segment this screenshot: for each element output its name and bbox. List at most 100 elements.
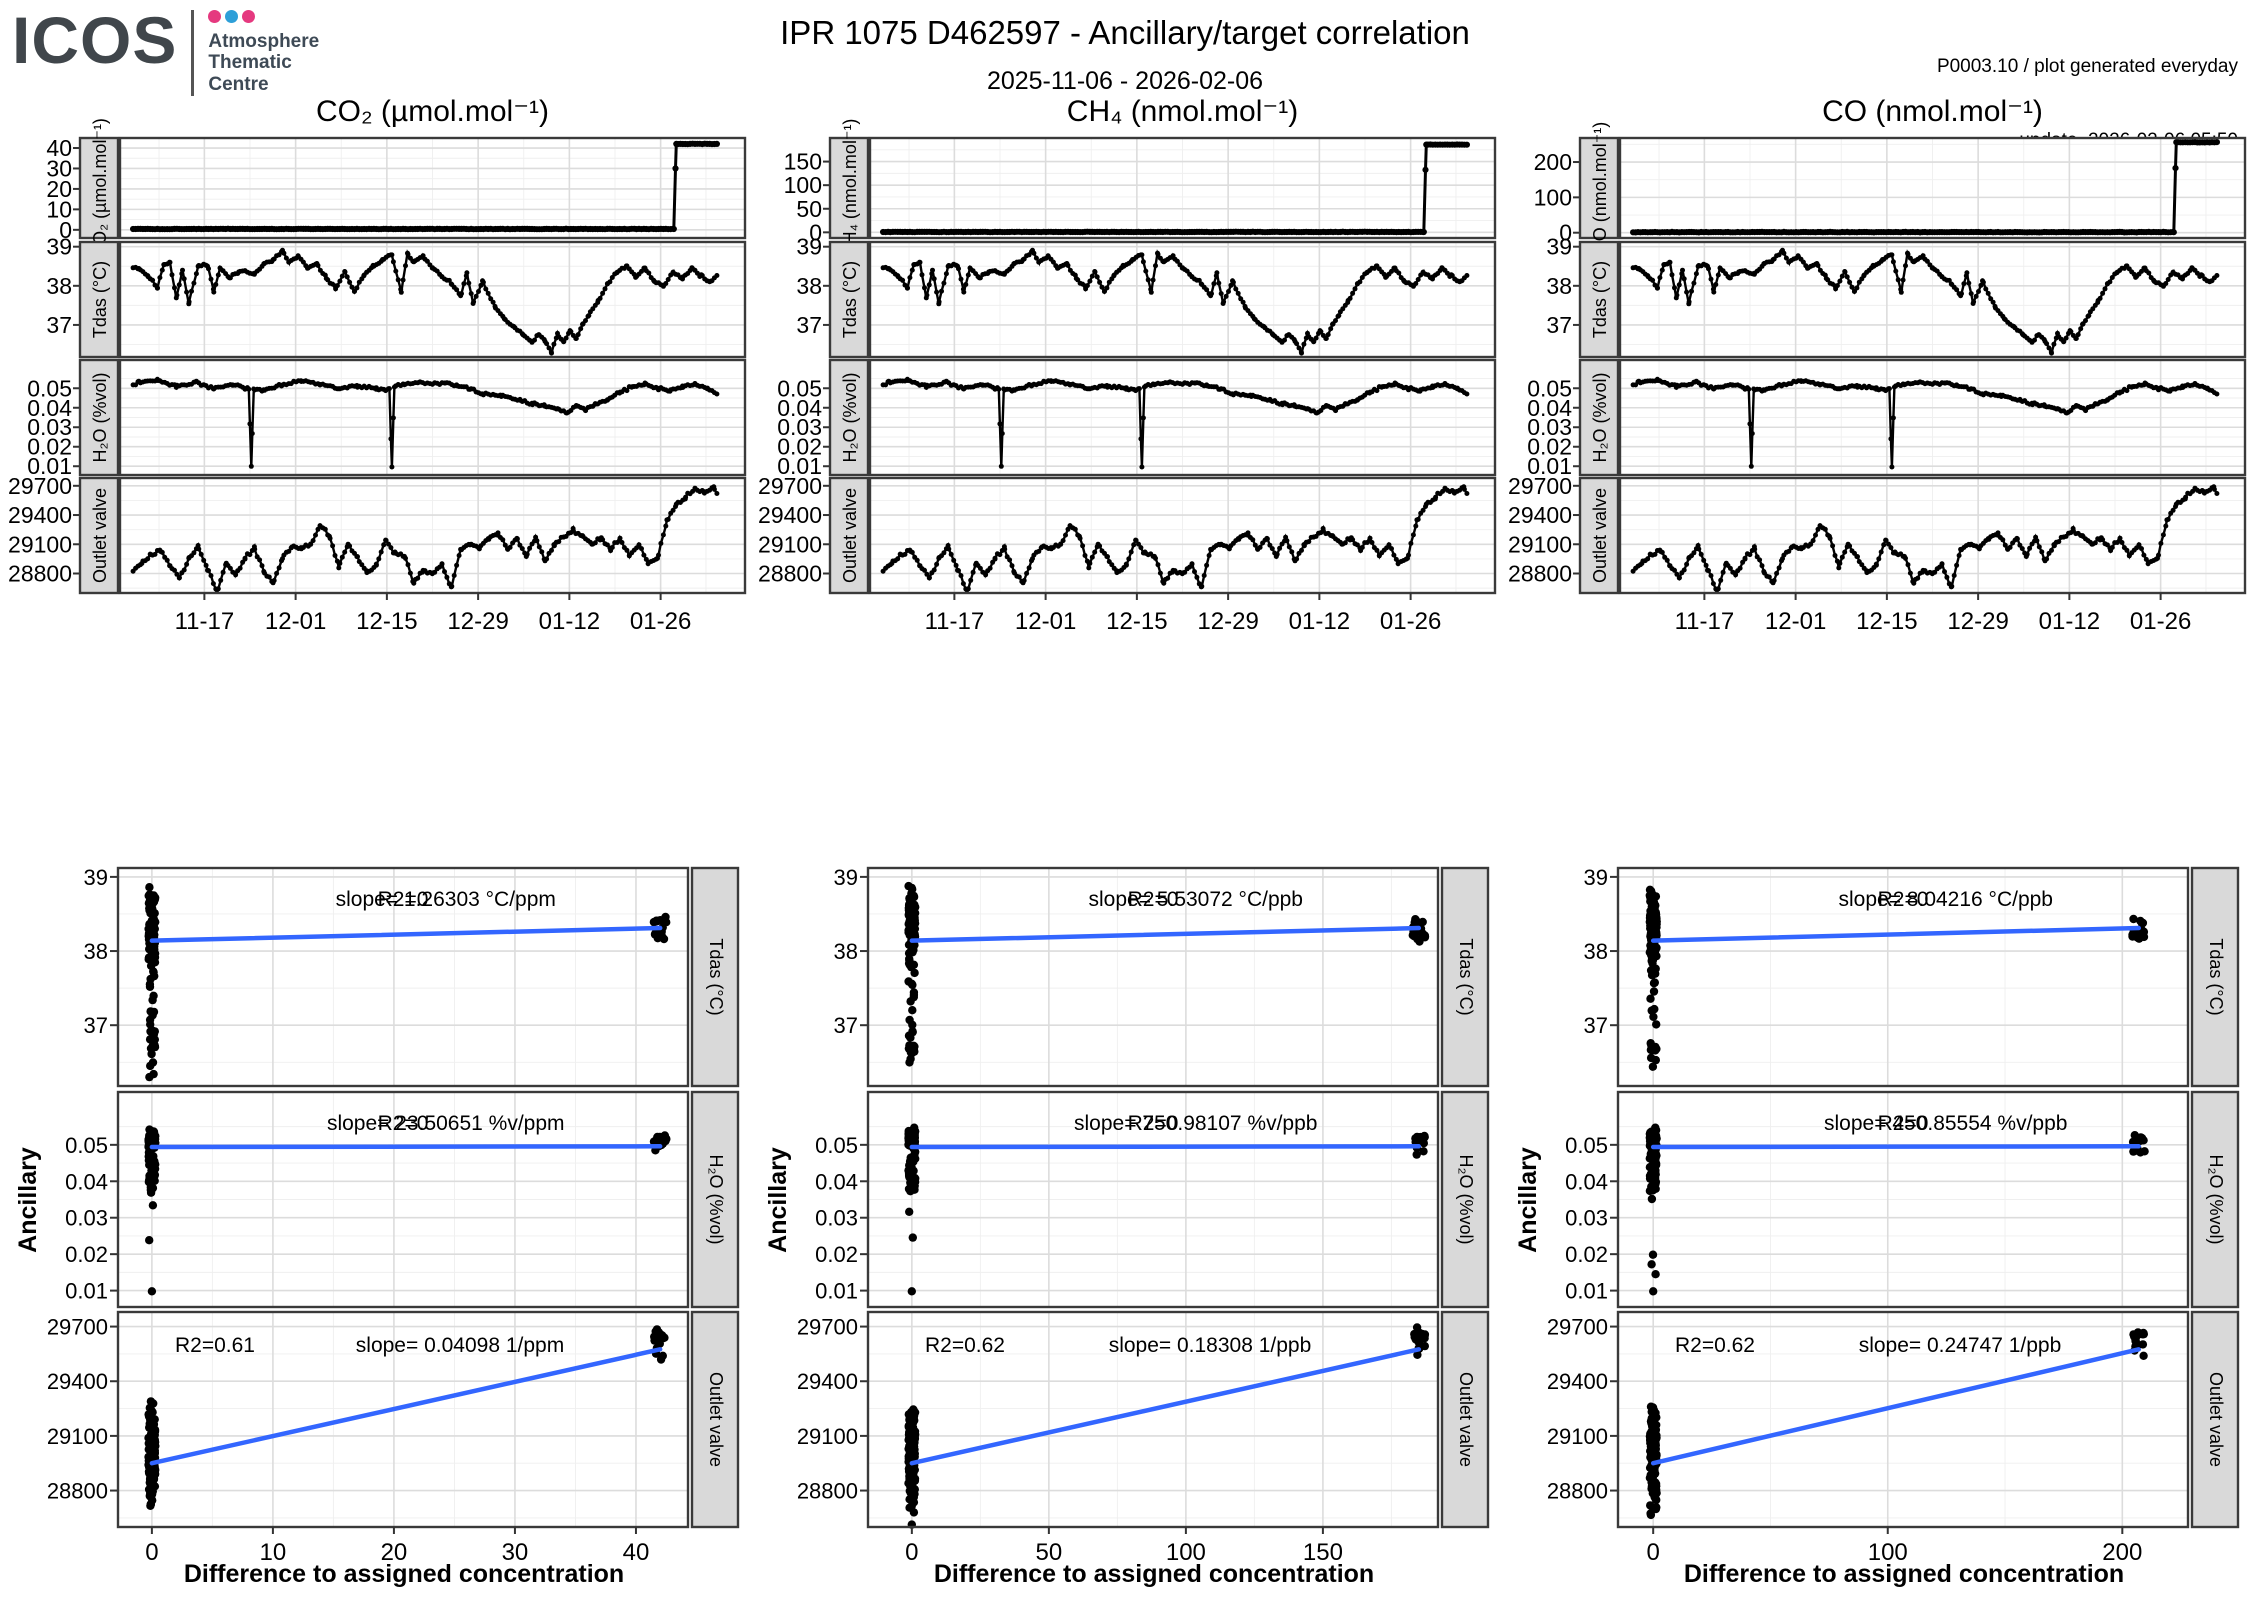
svg-text:R2=0: R2=0 bbox=[378, 888, 429, 911]
ch4-x-axis-title: Difference to assigned concentration bbox=[933, 1560, 1375, 1588]
svg-text:29400: 29400 bbox=[8, 502, 72, 528]
svg-text:50: 50 bbox=[1036, 1539, 1063, 1566]
logo-divider bbox=[191, 10, 195, 96]
co-x-axis-title: Difference to assigned concentration bbox=[1683, 1560, 2125, 1588]
svg-text:CO (nmol.mol⁻¹): CO (nmol.mol⁻¹) bbox=[1590, 122, 1610, 255]
svg-text:CH₄ (nmol.mol⁻¹): CH₄ (nmol.mol⁻¹) bbox=[840, 119, 860, 258]
svg-text:12-15: 12-15 bbox=[1106, 608, 1167, 635]
logo-right: Atmosphere Thematic Centre bbox=[208, 6, 319, 95]
svg-text:29700: 29700 bbox=[47, 1315, 108, 1340]
svg-text:29100: 29100 bbox=[758, 531, 822, 557]
svg-text:39: 39 bbox=[1546, 234, 1572, 260]
svg-text:01-26: 01-26 bbox=[1380, 608, 1441, 635]
svg-text:01-12: 01-12 bbox=[539, 608, 600, 635]
co2-timeseries-panel-outlet: Outlet valve 28800 29100 29400 29700 11-17 12-… bbox=[8, 473, 747, 635]
logo-subtitle-line2: Thematic bbox=[208, 52, 292, 74]
svg-text:slope= 0.04098 1/ppm: slope= 0.04098 1/ppm bbox=[356, 1334, 564, 1357]
svg-text:slope= 5.53072 °C/ppb: slope= 5.53072 °C/ppb bbox=[1089, 888, 1303, 911]
co2-scatter-panel-outlet: Outlet valve R2=0.61 slope= 0.04098 1/ppm 2… bbox=[47, 1310, 740, 1566]
svg-text:12-01: 12-01 bbox=[1015, 608, 1076, 635]
svg-text:10: 10 bbox=[260, 1539, 287, 1566]
svg-text:0: 0 bbox=[809, 219, 822, 245]
svg-text:0.05: 0.05 bbox=[777, 375, 822, 401]
svg-text:0.03: 0.03 bbox=[27, 414, 72, 440]
svg-text:0: 0 bbox=[145, 1539, 158, 1566]
svg-text:38: 38 bbox=[834, 939, 858, 964]
svg-text:0.05: 0.05 bbox=[815, 1133, 858, 1158]
svg-text:0: 0 bbox=[1559, 220, 1572, 246]
svg-text:0.03: 0.03 bbox=[815, 1206, 858, 1231]
page-title: IPR 1075 D462597 - Ancillary/target corr… bbox=[780, 14, 1470, 51]
svg-text:slope= 23.50651 %v/ppm: slope= 23.50651 %v/ppm bbox=[327, 1112, 565, 1135]
svg-text:01-12: 01-12 bbox=[1289, 608, 1350, 635]
svg-text:28800: 28800 bbox=[797, 1479, 858, 1504]
svg-text:38: 38 bbox=[46, 273, 72, 299]
svg-text:0.01: 0.01 bbox=[65, 1279, 108, 1304]
svg-text:38: 38 bbox=[84, 939, 108, 964]
co-timeseries-panel-tdas: Tdas (°C) 37 38 39 bbox=[1546, 234, 2247, 359]
ch4-timeseries-panel-h2o: H₂O (%vol) 0.010.020.030.040.05 bbox=[777, 358, 1497, 479]
svg-text:0.04: 0.04 bbox=[65, 1169, 108, 1194]
co2-x-axis-title: Difference to assigned concentration bbox=[183, 1560, 625, 1588]
ch4-timeseries-panel-outlet: Outlet valve 28800 29100 29400 29700 11-17 12-… bbox=[758, 473, 1497, 635]
svg-text:0: 0 bbox=[59, 217, 72, 243]
svg-text:0.04: 0.04 bbox=[1527, 395, 1572, 421]
svg-text:37: 37 bbox=[1546, 312, 1572, 338]
svg-text:37: 37 bbox=[796, 312, 822, 338]
svg-text:Outlet valve: Outlet valve bbox=[706, 1372, 726, 1467]
co-timeseries-panel-h2o: H₂O (%vol) 0.010.020.030.040.05 bbox=[1527, 358, 2247, 479]
svg-text:39: 39 bbox=[46, 234, 72, 260]
logo-subtitle-line3: Centre bbox=[208, 73, 269, 95]
icos-logo: ICOS Atmosphere Thematic Centre bbox=[12, 3, 319, 96]
svg-text:slope= 1.26303 °C/ppm: slope= 1.26303 °C/ppm bbox=[336, 888, 556, 911]
co2-column-title: CO₂ (µmol.mol⁻¹) bbox=[315, 95, 550, 128]
svg-text:200: 200 bbox=[1534, 149, 1572, 175]
svg-text:Tdas (°C): Tdas (°C) bbox=[840, 261, 860, 338]
svg-text:0.01: 0.01 bbox=[815, 1279, 858, 1304]
logo-subtitle: Atmosphere Thematic Centre bbox=[208, 31, 319, 95]
svg-text:30: 30 bbox=[502, 1539, 529, 1566]
co-column: CO (nmol.mol⁻¹) Ancillary Difference to … bbox=[1500, 0, 2250, 1620]
svg-text:R2=0: R2=0 bbox=[378, 1112, 429, 1135]
svg-text:28800: 28800 bbox=[758, 561, 822, 587]
svg-text:R2=0.61: R2=0.61 bbox=[175, 1334, 255, 1357]
svg-text:29400: 29400 bbox=[758, 502, 822, 528]
svg-text:29700: 29700 bbox=[8, 473, 72, 499]
svg-text:0: 0 bbox=[905, 1539, 918, 1566]
svg-text:0.04: 0.04 bbox=[777, 395, 822, 421]
svg-text:0.02: 0.02 bbox=[777, 434, 822, 460]
svg-text:0.02: 0.02 bbox=[1527, 434, 1572, 460]
svg-text:39: 39 bbox=[796, 234, 822, 260]
logo-subtitle-line1: Atmosphere bbox=[208, 31, 320, 52]
svg-text:37: 37 bbox=[84, 1013, 108, 1038]
ch4-scatter-panel-outlet: Outlet valve R2=0.62 slope= 0.18308 1/ppb 2… bbox=[797, 1310, 1490, 1566]
svg-text:R2=0.62: R2=0.62 bbox=[925, 1334, 1005, 1357]
svg-text:29100: 29100 bbox=[47, 1424, 108, 1449]
svg-text:Tdas (°C): Tdas (°C) bbox=[1456, 938, 1476, 1015]
co2-timeseries-panel-h2o: H₂O (%vol) 0.010.020.030.040.05 bbox=[27, 358, 747, 479]
co-timeseries-panel-co: CO (nmol.mol⁻¹) 0 100 200 bbox=[1534, 122, 2247, 254]
icos-logo-text: ICOS bbox=[12, 3, 178, 77]
svg-text:0.02: 0.02 bbox=[27, 434, 72, 460]
dot-pink2-icon bbox=[242, 10, 256, 23]
svg-text:100: 100 bbox=[1166, 1539, 1206, 1566]
svg-text:Tdas (°C): Tdas (°C) bbox=[90, 261, 110, 338]
svg-text:Tdas (°C): Tdas (°C) bbox=[706, 938, 726, 1015]
header: ICOS Atmosphere Thematic Centre IPR 1075… bbox=[0, 0, 2250, 151]
svg-text:29700: 29700 bbox=[758, 473, 822, 499]
ch4-column: CH₄ (nmol.mol⁻¹) Ancillary Difference to… bbox=[750, 0, 1500, 1620]
co-scatter-panel-h2o: H₂O (%vol)slope= 450.85554 %v/ppbR2=00.0… bbox=[1565, 1090, 2240, 1309]
meta-line1: P0003.10 / plot generated everyday bbox=[1936, 56, 2238, 78]
svg-text:0.04: 0.04 bbox=[815, 1169, 858, 1194]
svg-text:12-01: 12-01 bbox=[265, 608, 326, 635]
svg-text:100: 100 bbox=[784, 172, 822, 198]
svg-text:0.02: 0.02 bbox=[65, 1242, 108, 1267]
svg-text:0.01: 0.01 bbox=[27, 453, 72, 479]
dot-blue-icon bbox=[225, 10, 239, 23]
